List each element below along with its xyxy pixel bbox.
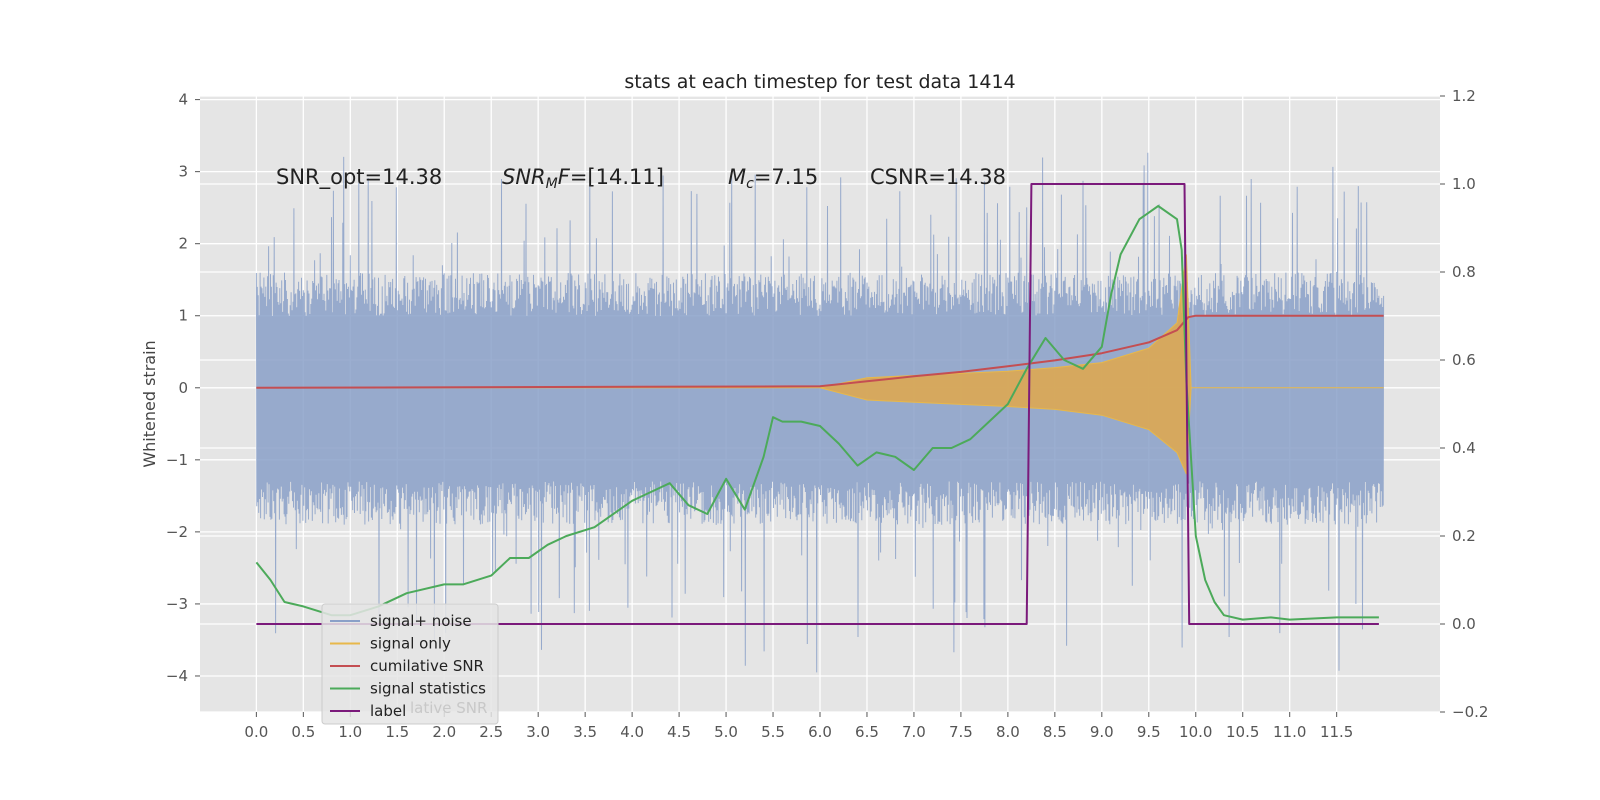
x-tick-label: 5.0 [714, 723, 738, 741]
x-tick-label: 3.0 [526, 723, 550, 741]
line-cumilative-snr [256, 314, 1384, 389]
y-axis-ticks: 4 3 2 1 0 −1 −2 −3 −4 [166, 91, 200, 685]
x-tick-label: 9.5 [1137, 723, 1161, 741]
x-tick-label: 4.5 [667, 723, 691, 741]
annotation-mc: Mc=7.15 [728, 165, 818, 192]
y2-axis-ticks: 1.2 1.0 0.8 0.6 0.4 0.2 0.0 −0.2 [1440, 87, 1488, 721]
annotation-mc-symbol: M [728, 165, 746, 189]
legend: lative SNR signal+ noise signal only cumil… [321, 603, 499, 725]
y-tick-label: 3 [178, 163, 188, 181]
y-tick-label: 1 [178, 307, 188, 325]
area-signal-only [256, 254, 1384, 475]
annotation-csnr: CSNR=14.38 [870, 165, 1006, 189]
x-tick-label: 4.0 [620, 723, 644, 741]
series-signal-plus-noise [255, 152, 1385, 673]
chart-title: stats at each timestep for test data 141… [624, 71, 1015, 93]
series-layer [255, 183, 1384, 625]
annotation-snr-opt: SNR_opt=14.38 [276, 165, 442, 190]
annotation-mc-sub: c [746, 176, 754, 192]
legend-label: cumilative SNR [370, 657, 484, 675]
x-tick-label: 0.0 [244, 723, 268, 741]
x-tick-label: 1.5 [385, 723, 409, 741]
line-label [256, 183, 1379, 625]
y2-tick-label: 1.2 [1452, 87, 1476, 105]
x-tick-label: 11.0 [1273, 723, 1306, 741]
line-signal-statistics [255, 205, 1379, 621]
x-tick-label: 8.5 [1043, 723, 1067, 741]
y2-tick-label: 1.0 [1452, 175, 1476, 193]
y-tick-label: 4 [178, 91, 188, 109]
x-tick-label: 6.5 [855, 723, 879, 741]
y-tick-label: −1 [166, 451, 188, 469]
annotation-snr-mf-post: F [558, 165, 571, 189]
y-tick-label: 0 [178, 379, 188, 397]
y-tick-label: −4 [166, 667, 188, 685]
y2-tick-label: 0.0 [1452, 615, 1476, 633]
x-tick-label: 0.5 [291, 723, 315, 741]
legend-label: label [370, 702, 406, 720]
line-signal-plus-noise [255, 152, 1385, 673]
x-tick-label: 5.5 [761, 723, 785, 741]
y2-tick-label: 0.8 [1452, 263, 1476, 281]
x-tick-label: 9.0 [1090, 723, 1114, 741]
y2-tick-label: 0.2 [1452, 527, 1476, 545]
x-tick-label: 2.0 [432, 723, 456, 741]
annotation-snr-mf-value: =[14.11] [570, 165, 664, 189]
x-tick-label: 10.0 [1179, 723, 1212, 741]
x-tick-label: 7.5 [949, 723, 973, 741]
x-tick-label: 11.5 [1320, 723, 1353, 741]
y-tick-label: −3 [166, 595, 188, 613]
legend-box [321, 603, 499, 725]
x-tick-label: 3.5 [573, 723, 597, 741]
y2-tick-label: 0.4 [1452, 439, 1476, 457]
x-tick-label: 8.0 [996, 723, 1020, 741]
annotation-mc-value: =7.15 [754, 165, 818, 189]
x-tick-label: 7.0 [902, 723, 926, 741]
y-tick-label: 2 [178, 235, 188, 253]
y-tick-label: −2 [166, 523, 188, 541]
y2-tick-label: 0.6 [1452, 351, 1476, 369]
annotation-snr-mf-symbol: SNR [502, 165, 546, 189]
legend-ghost-text: lative SNR [410, 699, 487, 717]
annotation-snr-mf-sub: M [546, 176, 558, 192]
x-axis-ticks: 0.0 0.5 1.0 1.5 2.0 2.5 3.0 3.5 4.0 4.5 5.0 5.5 6.0 6… [244, 712, 1353, 741]
legend-label: signal+ noise [370, 612, 472, 630]
legend-label: signal statistics [370, 680, 486, 698]
x-tick-label: 10.5 [1226, 723, 1259, 741]
y2-tick-label: −0.2 [1452, 703, 1488, 721]
x-tick-label: 2.5 [479, 723, 503, 741]
annotation-snr-mf: SNRMF=[14.11] [502, 165, 664, 192]
x-tick-label: 1.0 [338, 723, 362, 741]
y-axis-label: Whitened strain [140, 340, 159, 467]
legend-label: signal only [370, 635, 451, 653]
x-tick-label: 6.0 [808, 723, 832, 741]
